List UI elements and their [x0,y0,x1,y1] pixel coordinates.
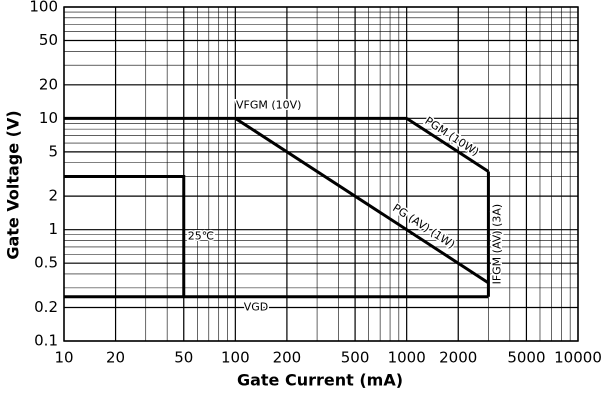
y-tick-label: 2 [48,187,58,205]
series-line [405,117,490,173]
x-tick-label: 200 [273,349,302,367]
y-tick-label: 20 [39,75,58,93]
y-tick-label: 10 [39,109,58,127]
plot-frame [63,6,579,342]
x-tick-label: 10 [54,349,73,367]
annotation: IFGM (AV) (3A) [490,204,503,285]
x-tick-label: 50 [174,349,193,367]
annotation: VGD [244,301,269,314]
y-tick-label: 0.2 [34,298,58,316]
y-tick-label: 5 [48,142,58,160]
x-tick-label: 500 [341,349,370,367]
y-axis-label: Gate Voltage (V) [4,110,23,259]
x-tick-label: 20 [106,349,125,367]
x-tick-label: 2000 [439,349,477,367]
x-tick-label: 100 [221,349,250,367]
series-line [64,175,186,297]
x-tick-label: 10000 [554,349,602,367]
y-tick-label: 1 [48,220,58,238]
x-tick-label: 5000 [507,349,545,367]
annotation: VFGM (10V) [236,98,301,111]
annotation: 25℃ [188,230,214,243]
y-tick-label: 50 [39,31,58,49]
x-axis-label: Gate Current (mA) [237,371,403,390]
y-tick-label: 0.5 [34,254,58,272]
x-tick-label: 1000 [388,349,426,367]
series-line [234,117,490,285]
y-tick-label: 100 [29,0,58,16]
y-tick-label: 0.1 [34,332,58,350]
